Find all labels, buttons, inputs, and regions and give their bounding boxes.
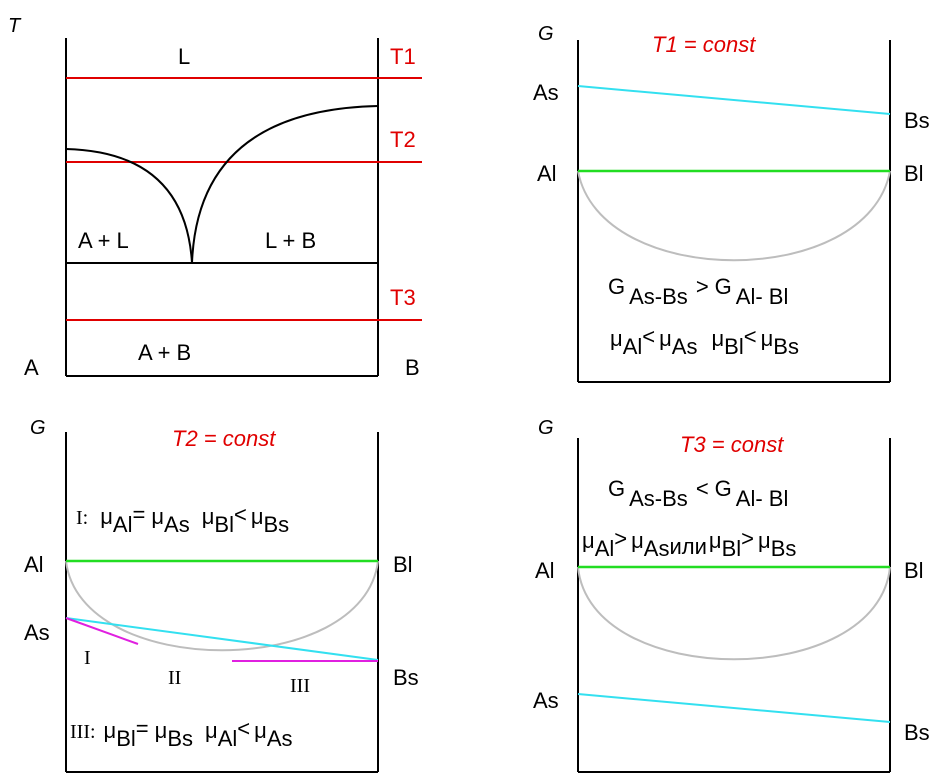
bs-label-t1: Bs <box>904 108 930 133</box>
region-a-plus-l: A + L <box>78 228 129 253</box>
bl-label-t3: Bl <box>904 558 924 583</box>
component-a-label: A <box>24 355 39 380</box>
t3-label: T3 <box>390 285 416 310</box>
t-axis-label: T <box>8 15 22 37</box>
g-axis-label-t2: G <box>30 417 46 439</box>
bs-label-t3: Bs <box>904 720 930 745</box>
relation-mu-t3: μAl> μAsилиμBl> μBs <box>582 526 796 561</box>
relation-g-t1: G As-Bs > G Al- Bl <box>608 274 788 309</box>
al-label-t2: Al <box>24 552 44 577</box>
relation-iii-t2: III: μBl= μBs μAl< μAs <box>70 716 293 751</box>
as-label-t2: As <box>24 620 50 645</box>
g-axis-label-t3: G <box>538 417 554 439</box>
phase-diagram-panel: T L A + L L + B A + B T1 T2 T3 A B <box>8 15 422 380</box>
solid-line-t2 <box>65 617 379 661</box>
liquid-gibbs-curve-t3 <box>577 566 891 661</box>
region-liquid: L <box>178 44 190 69</box>
relation-i-t2: I: μAl= μAs μBl< μBs <box>76 502 289 537</box>
region-l-plus-b: L + B <box>265 228 316 253</box>
tangent-i-t2 <box>65 617 139 645</box>
solid-line-t1 <box>577 85 891 115</box>
t2-label: T2 <box>390 127 416 152</box>
t1-label: T1 <box>390 44 416 69</box>
relation-mu-t1: μAl< μAs μBl< μBs <box>610 324 799 359</box>
liquid-gibbs-curve-t1 <box>577 170 891 262</box>
as-label-t3: As <box>533 688 559 713</box>
liquid-gibbs-curve-t2 <box>65 560 379 652</box>
bl-label-t2: Bl <box>393 552 413 577</box>
panel-t2: G T2 = const I: μAl= μAs μBl< μBs Al Bl As B… <box>24 417 419 773</box>
component-b-label: B <box>405 355 420 380</box>
as-label-t1: As <box>533 80 559 105</box>
title-t2: T2 = const <box>172 426 276 451</box>
al-label-t3: Al <box>535 558 555 583</box>
zone-ii-label: II <box>168 667 181 689</box>
al-label-t1: Al <box>537 161 557 186</box>
solid-line-t3 <box>577 693 891 723</box>
bl-label-t1: Bl <box>904 161 924 186</box>
zone-i-label: I <box>84 647 91 669</box>
bs-label-t2: Bs <box>393 665 419 690</box>
relation-g-t3: G As-Bs < G Al- Bl <box>608 476 788 511</box>
liquidus-b <box>191 105 379 264</box>
zone-iii-label: III <box>290 675 310 697</box>
panel-t3: G T3 = const G As-Bs < G Al- Bl μAl> μAsилиμB… <box>533 417 930 773</box>
liquidus-a <box>65 148 193 264</box>
g-axis-label-t1: G <box>538 23 554 45</box>
region-a-plus-b: A + B <box>138 340 191 365</box>
title-t3: T3 = const <box>680 432 784 457</box>
panel-t1: G T1 = const As Bs Al Bl G As-Bs > G Al- Bl … <box>533 23 930 383</box>
title-t1: T1 = const <box>652 32 756 57</box>
